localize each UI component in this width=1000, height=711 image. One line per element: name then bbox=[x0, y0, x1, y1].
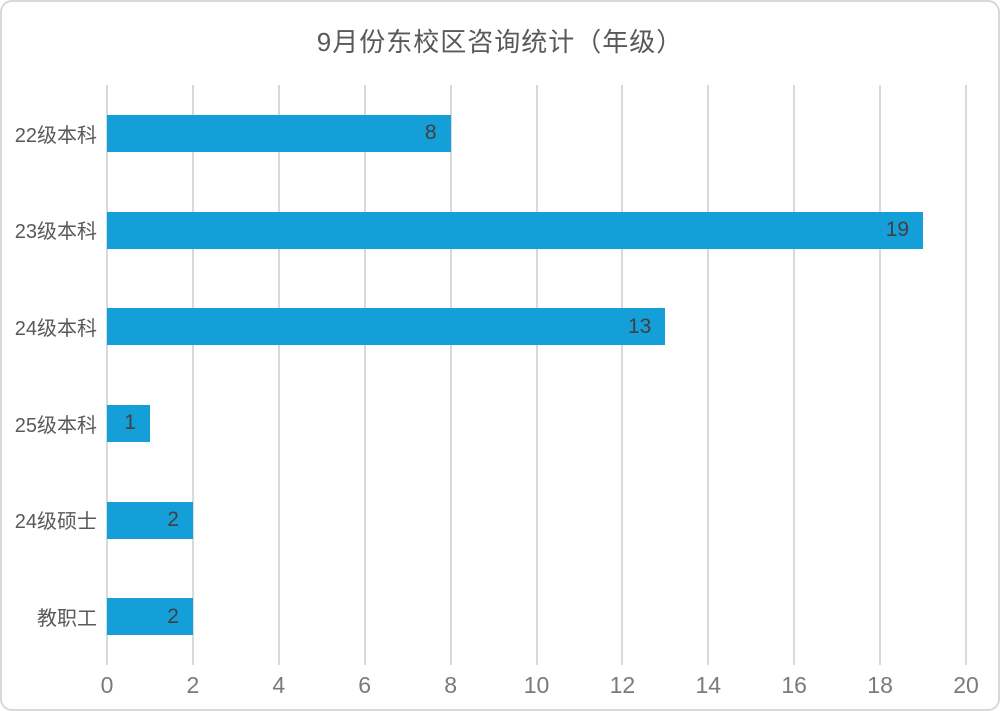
bar: 8 bbox=[107, 114, 451, 152]
x-tick-label: 2 bbox=[186, 672, 200, 698]
x-tick-label: 14 bbox=[695, 672, 722, 698]
gridline bbox=[363, 85, 366, 665]
bar: 13 bbox=[107, 308, 666, 346]
gridline bbox=[793, 85, 796, 665]
bar-data-label: 13 bbox=[627, 314, 652, 338]
category-label: 23级本科 bbox=[14, 221, 97, 244]
x-tick-label: 8 bbox=[444, 672, 457, 698]
bar: 2 bbox=[107, 598, 193, 636]
bar-data-label: 8 bbox=[424, 121, 437, 145]
gridline bbox=[277, 85, 280, 665]
x-tick-label: 4 bbox=[272, 672, 286, 698]
category-label: 24级硕士 bbox=[14, 511, 97, 534]
x-tick-label: 10 bbox=[523, 672, 550, 698]
gridline bbox=[191, 85, 194, 665]
bar: 2 bbox=[107, 501, 193, 539]
bar: 1 bbox=[107, 404, 150, 442]
plot-area: 8 19 13 1 2 2 bbox=[106, 85, 967, 665]
gridline bbox=[106, 85, 108, 665]
x-tick-label: 0 bbox=[100, 672, 114, 698]
bar-data-label: 2 bbox=[167, 604, 179, 628]
bar-data-label: 1 bbox=[124, 411, 136, 435]
category-label: 22级本科 bbox=[14, 124, 97, 147]
gridline bbox=[535, 85, 538, 665]
x-tick-label: 12 bbox=[609, 672, 636, 698]
chart-title: 9月份东校区咨询统计（年级） bbox=[316, 27, 684, 57]
gridline bbox=[707, 85, 710, 665]
x-tick-label: 20 bbox=[953, 672, 979, 698]
category-label: 25级本科 bbox=[14, 414, 97, 437]
category-label: 24级本科 bbox=[14, 318, 97, 341]
x-tick-label: 16 bbox=[781, 672, 807, 698]
bar: 19 bbox=[107, 211, 924, 249]
gridline bbox=[621, 85, 624, 665]
bar-data-label: 2 bbox=[167, 508, 179, 531]
x-tick-label: 18 bbox=[867, 672, 893, 698]
category-label: 教职工 bbox=[37, 608, 97, 631]
x-tick-label: 6 bbox=[358, 672, 372, 698]
gridline bbox=[879, 85, 882, 665]
gridline bbox=[449, 85, 452, 665]
bar-data-label: 19 bbox=[885, 218, 910, 241]
gridline bbox=[965, 85, 967, 665]
